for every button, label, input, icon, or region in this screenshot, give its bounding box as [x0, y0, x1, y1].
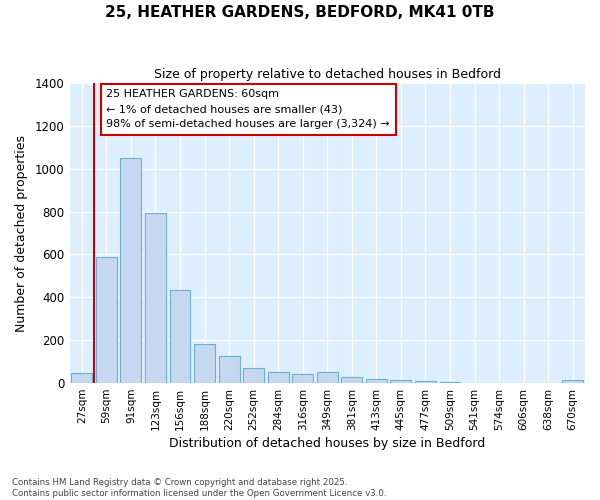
- Bar: [218, 356, 239, 383]
- Bar: [145, 212, 166, 383]
- X-axis label: Distribution of detached houses by size in Bedford: Distribution of detached houses by size …: [169, 437, 485, 450]
- Bar: [317, 372, 338, 383]
- Bar: [71, 374, 92, 383]
- Bar: [562, 380, 583, 383]
- Text: 25, HEATHER GARDENS, BEDFORD, MK41 0TB: 25, HEATHER GARDENS, BEDFORD, MK41 0TB: [105, 5, 495, 20]
- Title: Size of property relative to detached houses in Bedford: Size of property relative to detached ho…: [154, 68, 501, 80]
- Text: Contains HM Land Registry data © Crown copyright and database right 2025.
Contai: Contains HM Land Registry data © Crown c…: [12, 478, 386, 498]
- Bar: [121, 158, 142, 383]
- Text: 25 HEATHER GARDENS: 60sqm
← 1% of detached houses are smaller (43)
98% of semi-d: 25 HEATHER GARDENS: 60sqm ← 1% of detach…: [106, 90, 390, 129]
- Bar: [194, 344, 215, 383]
- Bar: [170, 290, 190, 383]
- Bar: [341, 378, 362, 383]
- Bar: [96, 256, 117, 383]
- Y-axis label: Number of detached properties: Number of detached properties: [15, 134, 28, 332]
- Bar: [415, 381, 436, 383]
- Bar: [268, 372, 289, 383]
- Bar: [366, 379, 387, 383]
- Bar: [391, 380, 412, 383]
- Bar: [292, 374, 313, 383]
- Bar: [243, 368, 264, 383]
- Bar: [440, 382, 460, 383]
